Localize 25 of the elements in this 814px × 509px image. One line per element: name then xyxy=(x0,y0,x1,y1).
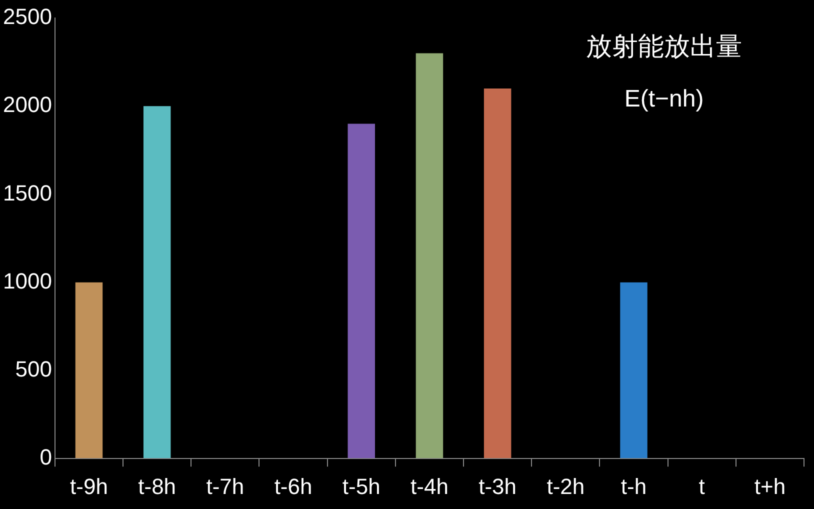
text: 放射能放出量 xyxy=(586,32,742,62)
bar xyxy=(620,282,648,458)
x-tick-label: t-7h xyxy=(206,474,244,499)
text: E(t−nh) xyxy=(624,86,704,113)
bar xyxy=(484,88,512,458)
x-tick-label: t-9h xyxy=(70,474,108,499)
bar xyxy=(416,53,444,458)
x-tick-label: t-8h xyxy=(138,474,176,499)
x-tick-label: t+h xyxy=(754,474,786,499)
y-tick-label: 500 xyxy=(15,356,52,382)
bar xyxy=(143,106,171,458)
y-tick-label: 2500 xyxy=(2,4,52,30)
x-tick-label: t-3h xyxy=(478,474,517,499)
y-tick-label: 0 xyxy=(40,444,52,470)
x-tick-label: t-4h xyxy=(410,474,448,499)
y-tick-label: 1500 xyxy=(2,180,52,206)
x-tick-label: t-6h xyxy=(274,474,312,499)
x-tick-label: t-h xyxy=(620,474,647,499)
bar xyxy=(75,282,103,458)
x-tick-label: t xyxy=(698,474,705,499)
y-tick-label: 1000 xyxy=(2,268,52,294)
bar xyxy=(348,124,375,458)
y-tick-label: 2000 xyxy=(2,92,52,118)
x-tick-label: t-2h xyxy=(546,474,585,499)
x-tick-label: t-5h xyxy=(342,474,380,499)
